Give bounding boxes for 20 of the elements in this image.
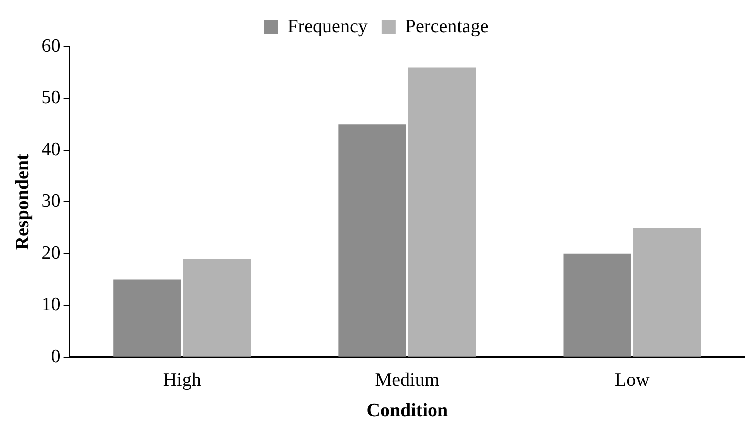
- bar: [634, 228, 702, 357]
- y-axis-title: Respondent: [12, 153, 34, 250]
- x-tick-label: Low: [615, 370, 650, 391]
- y-tick-label: 0: [51, 346, 61, 368]
- x-tick-label: Medium: [375, 370, 440, 391]
- y-tick-label: 10: [42, 294, 61, 316]
- x-axis-title: Condition: [366, 400, 448, 422]
- bar: [408, 68, 476, 357]
- y-tick-label: 30: [42, 191, 61, 212]
- bar: [183, 259, 252, 357]
- y-tick-label: 20: [42, 242, 61, 264]
- x-tick-label: High: [163, 370, 202, 391]
- bar: [338, 124, 406, 357]
- y-tick-label: 60: [42, 36, 61, 57]
- bar: [564, 254, 632, 357]
- bar: [114, 280, 182, 357]
- y-tick-label: 40: [42, 139, 61, 160]
- legend-label: Frequency: [288, 16, 368, 38]
- y-tick-label: 50: [42, 88, 61, 109]
- legend-label: Percentage: [405, 16, 489, 38]
